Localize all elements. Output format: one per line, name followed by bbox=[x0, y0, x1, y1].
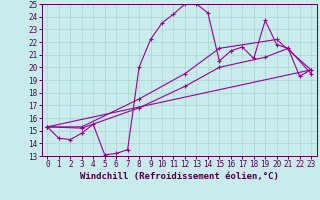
X-axis label: Windchill (Refroidissement éolien,°C): Windchill (Refroidissement éolien,°C) bbox=[80, 172, 279, 181]
